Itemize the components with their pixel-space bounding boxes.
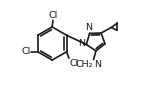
Text: N: N [85,23,92,32]
Text: N: N [78,39,85,48]
Text: CH₂: CH₂ [75,60,93,69]
Text: N: N [94,60,101,69]
Text: Cl: Cl [21,47,30,56]
Text: Cl: Cl [48,11,58,20]
Text: Cl: Cl [70,59,79,68]
